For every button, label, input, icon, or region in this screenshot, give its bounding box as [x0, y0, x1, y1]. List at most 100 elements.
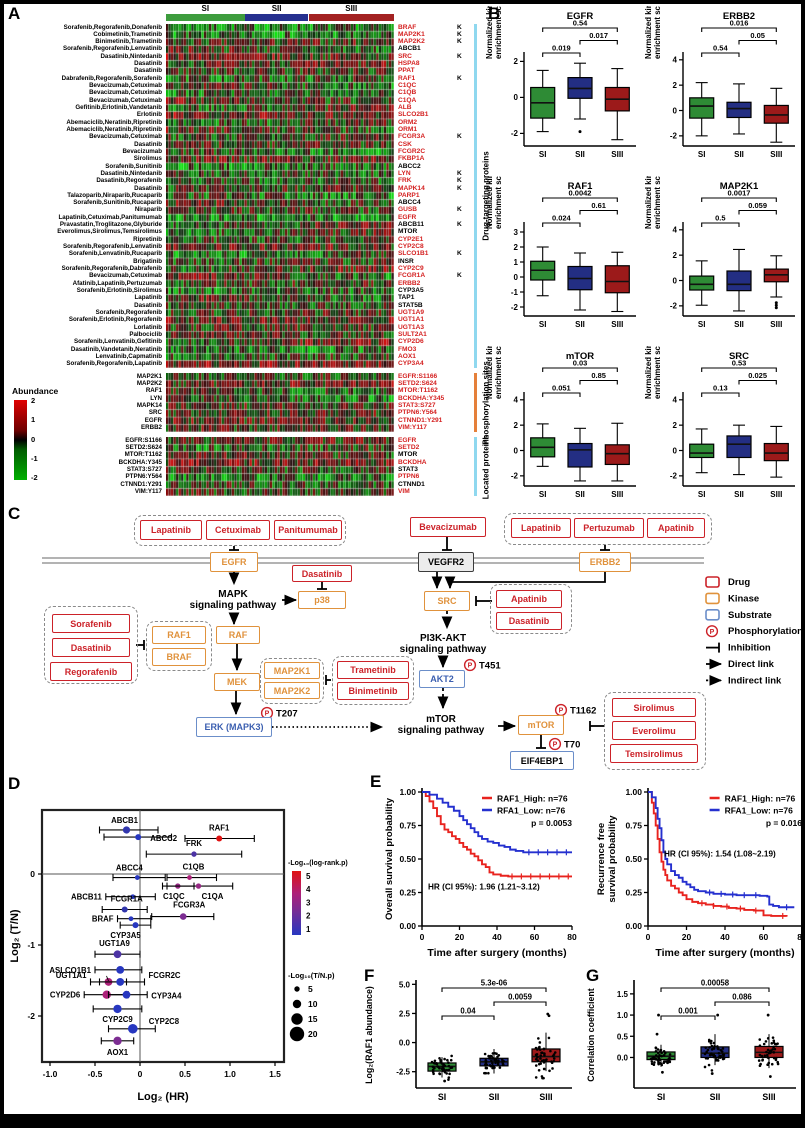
drug-group-outline	[490, 584, 572, 634]
y-tick: 0.0	[399, 1039, 411, 1048]
y-tick: 0	[514, 93, 519, 102]
x-tick: 40	[492, 932, 502, 942]
forest-point-ABCB1: ABCB1	[98, 816, 159, 834]
node-sorafenib: Sorafenib	[52, 614, 130, 633]
x-tick: SI	[657, 1092, 665, 1102]
row-gene-label: HSPA8	[398, 60, 420, 68]
node-erk: ERK (MAPK3)	[196, 717, 272, 737]
x-tick: SIII	[611, 150, 623, 159]
plot-title: RAF1	[568, 181, 594, 192]
stage-label-SII: SII	[271, 4, 282, 13]
boxplot-RAF1: RAF1 Normalized kinase enrichment score -2 -…	[485, 176, 636, 329]
row-drug-label: Bevacizumab,Cetuximab	[89, 89, 162, 97]
p-value: 0.025	[748, 371, 767, 380]
row-drug-label: Dabrafenib,Regorafenib,Sorafenib	[61, 74, 162, 82]
kinase-flag: K	[457, 30, 462, 38]
row-drug-label: SRC	[148, 409, 162, 417]
color-legend-tick: 5	[306, 872, 311, 881]
phospho-site-t207: T207	[276, 708, 298, 719]
forest-point-CYP3A4: CYP3A4	[107, 990, 182, 1001]
p-value: 0.016	[730, 19, 749, 28]
x-tick: SI	[698, 490, 706, 499]
x-tick: SII	[575, 320, 585, 329]
point-label: C1QA	[202, 892, 224, 901]
plot-title: EGFR	[567, 11, 594, 22]
point-label: ABCB11	[71, 893, 102, 902]
row-drug-label: Dasatinib,Nintedanib	[100, 52, 162, 60]
row-drug-label: Sorafenib,Regorafenib,Lapatinib	[66, 360, 162, 368]
p-value: 0.0042	[569, 189, 592, 198]
panel-c-label: C	[8, 504, 21, 523]
y-axis-label: survival probability	[607, 815, 618, 903]
x-tick: SIII	[611, 490, 623, 499]
row-gene-label: VIM:Y117	[398, 424, 427, 432]
p-value: 0.85	[591, 371, 606, 380]
row-gene-label: PTPN6:Y564	[398, 409, 437, 417]
row-gene-label: ERBB2	[398, 279, 421, 287]
row-gene-label: MAP2K2	[398, 38, 425, 46]
row-gene-label: UGT1A1	[398, 316, 425, 324]
forest-point-RAF1: RAF1	[184, 824, 255, 842]
node-map2k1: MAP2K1	[264, 662, 320, 679]
node-braf: BRAF	[152, 648, 206, 666]
forest-point-CYP2C9: CYP2C9	[92, 1004, 143, 1024]
row-drug-label: Everolimus,Sirolimus,Temsirolimus	[57, 228, 162, 236]
y-axis-label: Normalized kinase	[485, 176, 494, 229]
p-value: 0.017	[589, 31, 608, 40]
panel-e-label: E	[370, 772, 382, 791]
drug-group-outline	[260, 658, 324, 704]
pathway-connectors: P T207 P T451 P T1162 P T70 Drug Kinase Substrate P…	[42, 537, 801, 750]
row-gene-label: RAF1	[398, 74, 416, 82]
point-label: ASLCO1B1	[49, 966, 91, 975]
row-gene-label: ABCC2	[398, 162, 421, 170]
row-gene-label: SLCO2B1	[398, 111, 429, 119]
forest-point-UGT1A1: UGT1A1	[56, 971, 128, 986]
x-tick: SII	[575, 150, 585, 159]
row-gene-label: ORM1	[398, 125, 418, 133]
kinase-flag: K	[457, 221, 462, 229]
y-tick: 4	[514, 396, 519, 405]
row-drug-label: Erlotinib	[136, 111, 162, 119]
row-drug-label: Sorafenib,Erlotinib,Sirolimus	[76, 286, 162, 294]
x-tick: -1.0	[43, 1069, 58, 1079]
row-drug-label: MTOR:T1162	[124, 451, 162, 459]
color-legend-tick: 1	[306, 925, 311, 934]
node-apatinib_src: Apatinib	[496, 590, 562, 608]
x-tick: SIII	[770, 150, 782, 159]
row-gene-label: STAT3	[398, 466, 418, 473]
point-label: C1QC	[163, 892, 185, 901]
node-egfr: EGFR	[210, 552, 258, 572]
y-axis-label: Normalized kinase	[485, 6, 494, 59]
x-tick: 0.5	[179, 1069, 191, 1079]
plot-title: mTOR	[566, 351, 594, 362]
heatmap-drug-targeting	[166, 24, 394, 368]
panel-f-raf1-abundance: 5.0 2.5 0.0 -2.5 Log₂(RAF1 abundance) SI SII SI…	[364, 979, 572, 1102]
drug-group-outline	[44, 606, 138, 684]
y-tick: 0	[514, 273, 519, 282]
row-gene-label: STAT3:S727	[398, 402, 436, 409]
y-tick: -1	[27, 940, 35, 950]
pathway-text-mapk_text: MAPK signaling pathway	[189, 588, 277, 611]
forest-point-FRK: FRK	[145, 839, 243, 858]
y-tick: -2	[511, 303, 519, 312]
node-mek: MEK	[214, 673, 260, 691]
p-value: 0.53	[732, 359, 747, 368]
forest-point-UGT1A9: UGT1A9	[94, 939, 141, 959]
boxplot-mTOR: mTOR Normalized kinase enrichment score -2 0…	[485, 346, 636, 499]
y-tick: 1.00	[399, 787, 416, 797]
boxplot-ERBB2: ERBB2 Normalized kinase enrichment score -2…	[644, 6, 795, 159]
y-axis-label: enrichment score	[494, 6, 503, 59]
y-tick: 2	[514, 421, 519, 430]
row-gene-label: PTPN6	[398, 473, 420, 481]
row-drug-label: Sorafenib,Sunitinib	[105, 162, 162, 170]
row-drug-label: PTPN6:Y564	[125, 473, 162, 481]
p-value: p = 0.0053	[531, 818, 572, 828]
x-tick: SII	[575, 490, 585, 499]
row-drug-label: CTNND1:Y291	[120, 480, 162, 488]
forest-point-ASLCO1B1: ASLCO1B1	[49, 966, 143, 975]
heatmap-phospho-sites	[166, 373, 394, 432]
x-tick: SI	[539, 320, 547, 329]
row-drug-label: BCKDHA:Y345	[118, 458, 162, 466]
x-tick: 60	[530, 932, 540, 942]
x-tick: SI	[438, 1092, 446, 1102]
